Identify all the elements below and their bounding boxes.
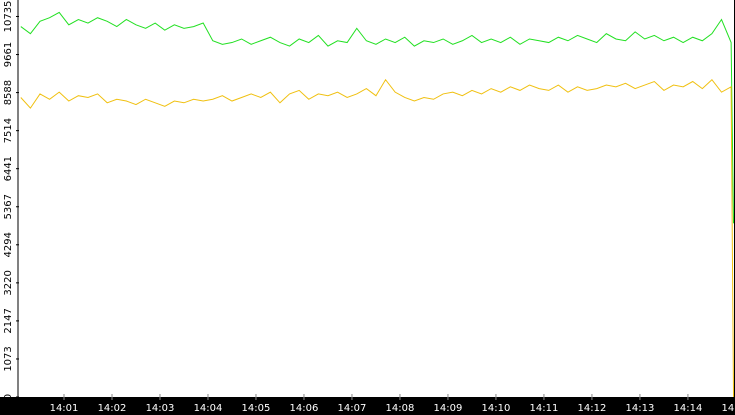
x-tick-label: 14:10 — [482, 403, 511, 414]
y-tick-label: 0 — [3, 394, 14, 400]
y-tick-label: 5367 — [3, 194, 14, 219]
x-tick-label: 14:15 — [722, 403, 735, 414]
x-tick-label: 14:02 — [98, 403, 127, 414]
x-tick-label: 14:11 — [530, 403, 559, 414]
x-tick-label: 14:14 — [674, 403, 703, 414]
y-tick-label: 4294 — [3, 232, 14, 257]
x-tick-label: 14:12 — [578, 403, 607, 414]
y-tick-label: 3220 — [3, 270, 14, 295]
data-line — [20, 78, 735, 398]
x-tick-label: 14:05 — [242, 403, 271, 414]
x-axis-band — [0, 397, 735, 415]
y-tick-label: 10735 — [3, 1, 14, 33]
y-tick-label: 7514 — [3, 118, 14, 143]
y-tick-label: 1073 — [3, 346, 14, 371]
x-tick-label: 14:03 — [146, 403, 175, 414]
x-tick-label: 14:13 — [626, 403, 655, 414]
x-tick-label: 14:01 — [50, 403, 79, 414]
x-tick-label: 14:08 — [386, 403, 415, 414]
x-tick-label: 14:07 — [338, 403, 367, 414]
x-tick-label: 14:09 — [434, 403, 463, 414]
y-tick-label: 6441 — [3, 156, 14, 181]
x-tick-label: 14:06 — [290, 403, 319, 414]
x-tick-label: 14:04 — [194, 403, 223, 414]
y-tick-label: 2147 — [3, 308, 14, 333]
y-tick-label: 9661 — [3, 42, 14, 67]
y-tick-label: 8588 — [3, 80, 14, 105]
data-line — [20, 11, 735, 224]
